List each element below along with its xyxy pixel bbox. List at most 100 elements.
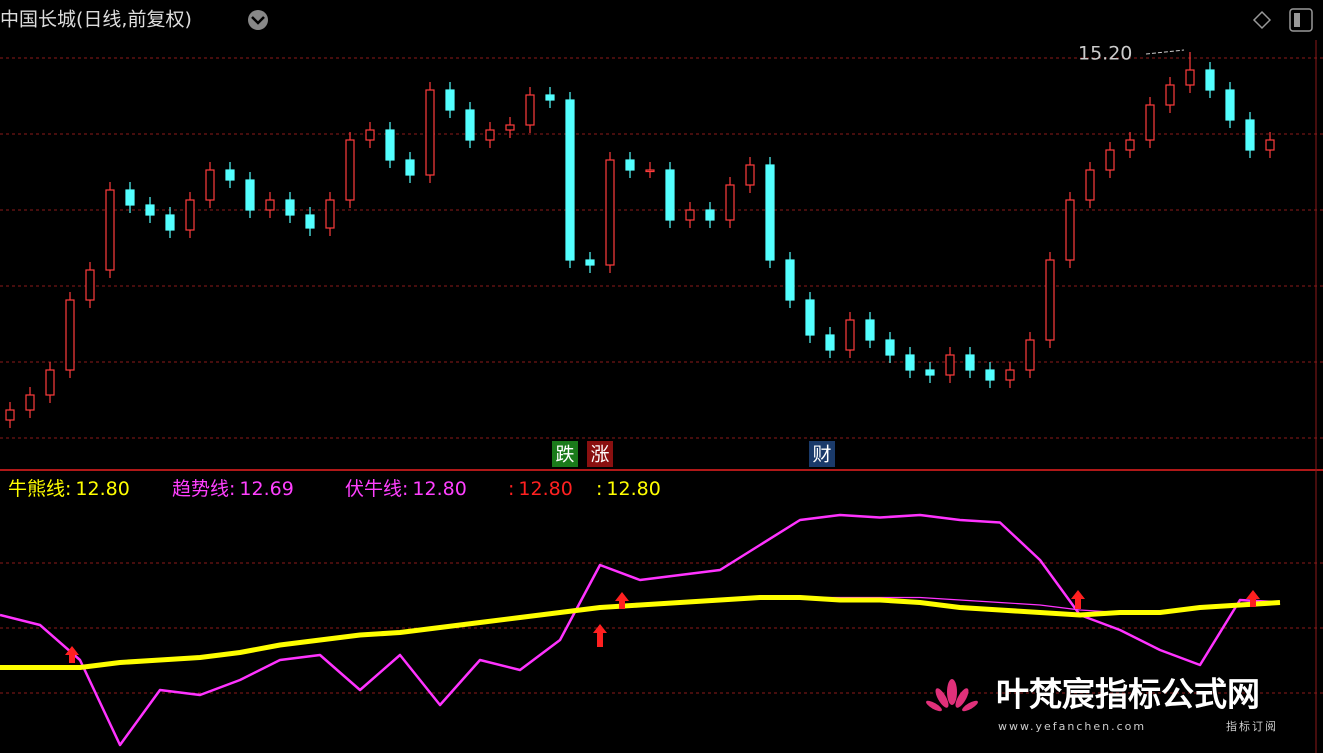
candle-body [865, 319, 875, 341]
legend-label: 牛熊线: [8, 478, 71, 500]
candle-body [1105, 149, 1115, 171]
candle-body [1165, 84, 1175, 106]
candle-body [1205, 69, 1215, 91]
watermark: 叶梵宸指标公式网 www.yefanchen.com 指标订阅 [926, 675, 1278, 733]
candle-body [465, 109, 475, 141]
watermark-tag: 指标订阅 [1226, 719, 1278, 733]
indicator-line [0, 513, 1281, 747]
candle-body [605, 159, 615, 266]
candle-body [545, 94, 555, 101]
candle-body [805, 299, 815, 336]
watermark-url: www.yefanchen.com [998, 720, 1146, 733]
candle-body [1225, 89, 1235, 121]
dropdown-icon [251, 16, 265, 25]
legend-value: 12.80 [518, 478, 572, 500]
grid [0, 57, 1323, 694]
candle-body [1125, 139, 1135, 151]
legend-value: 12.69 [239, 478, 293, 500]
candle-body [745, 164, 755, 186]
candle-body [725, 184, 735, 221]
legend-label: : [596, 478, 602, 500]
candle-body [1185, 69, 1195, 86]
candle-body [345, 139, 355, 201]
candle-body [305, 214, 315, 229]
candle-body [985, 369, 995, 381]
window-button[interactable] [1289, 8, 1313, 32]
candle-body [565, 99, 575, 261]
diamond-button[interactable] [1252, 10, 1272, 30]
candle-body [45, 369, 55, 396]
max-label: 15.20 [1078, 43, 1132, 65]
legend-entry: :12.80 [596, 478, 661, 500]
candle-body [405, 159, 415, 176]
candle-body [265, 199, 275, 211]
candle-body [185, 199, 195, 231]
event-badge-label: 财 [812, 444, 831, 466]
candle-body [1245, 119, 1255, 151]
legend-value: 12.80 [412, 478, 466, 500]
candle-body [385, 129, 395, 161]
candle-body [685, 209, 695, 221]
legend-value: 12.80 [75, 478, 129, 500]
candle-body [245, 179, 255, 211]
legend-entry: :12.80 [508, 478, 573, 500]
event-badge-label: 跌 [555, 444, 574, 466]
event-badge [552, 441, 578, 467]
candle-body [705, 209, 715, 221]
candle-body [645, 169, 655, 173]
candle-body [105, 189, 115, 271]
candle-body [665, 169, 675, 221]
legend-entry: 牛熊线: 12.80 [8, 478, 130, 500]
candle-body [825, 334, 835, 351]
candle-body [1005, 369, 1015, 381]
candle-body [85, 269, 95, 301]
candle-body [525, 94, 535, 126]
candle-body [145, 204, 155, 216]
candle-body [1085, 169, 1095, 201]
candle-body [325, 199, 335, 229]
candle-body [765, 164, 775, 261]
candle-body [1265, 139, 1275, 151]
candle-body [945, 354, 955, 376]
candle-body [485, 129, 495, 141]
candle-body [1045, 259, 1055, 341]
candle-body [965, 354, 975, 371]
candle-body [5, 409, 15, 421]
indicator-line [0, 595, 1281, 670]
legend-value: 12.80 [606, 478, 660, 500]
candle-body [225, 169, 235, 181]
candle-body [585, 259, 595, 266]
candle-body [285, 199, 295, 216]
logo [926, 679, 978, 712]
legend-entry: 伏牛线: 12.80 [345, 478, 467, 500]
signal-arrows [65, 590, 1260, 663]
candle-body [165, 214, 175, 231]
legend-label: : [508, 478, 514, 500]
candle-body [1065, 199, 1075, 261]
candle-body [1025, 339, 1035, 371]
event-badge [809, 441, 835, 467]
chart-title: 中国长城(日线,前复权) [0, 9, 192, 31]
candle-body [65, 299, 75, 371]
candle-body [365, 129, 375, 141]
candle-body [625, 159, 635, 171]
candle-body [125, 189, 135, 206]
candle-body [905, 354, 915, 371]
candle-body [1145, 104, 1155, 141]
candle-body [25, 394, 35, 411]
dropdown[interactable] [248, 10, 268, 30]
watermark-name: 叶梵宸指标公式网 [996, 675, 1260, 714]
candle-body [925, 369, 935, 376]
legend-label: 趋势线: [172, 478, 235, 500]
candle-body [845, 319, 855, 351]
event-badge-label: 涨 [590, 444, 609, 466]
candle-body [445, 89, 455, 111]
candle-body [205, 169, 215, 201]
legend-label: 伏牛线: [345, 478, 408, 500]
candle-body [785, 259, 795, 301]
window-icon [1294, 13, 1300, 27]
legend-entry: 趋势线: 12.69 [172, 478, 294, 500]
max-arrow [1145, 49, 1185, 55]
